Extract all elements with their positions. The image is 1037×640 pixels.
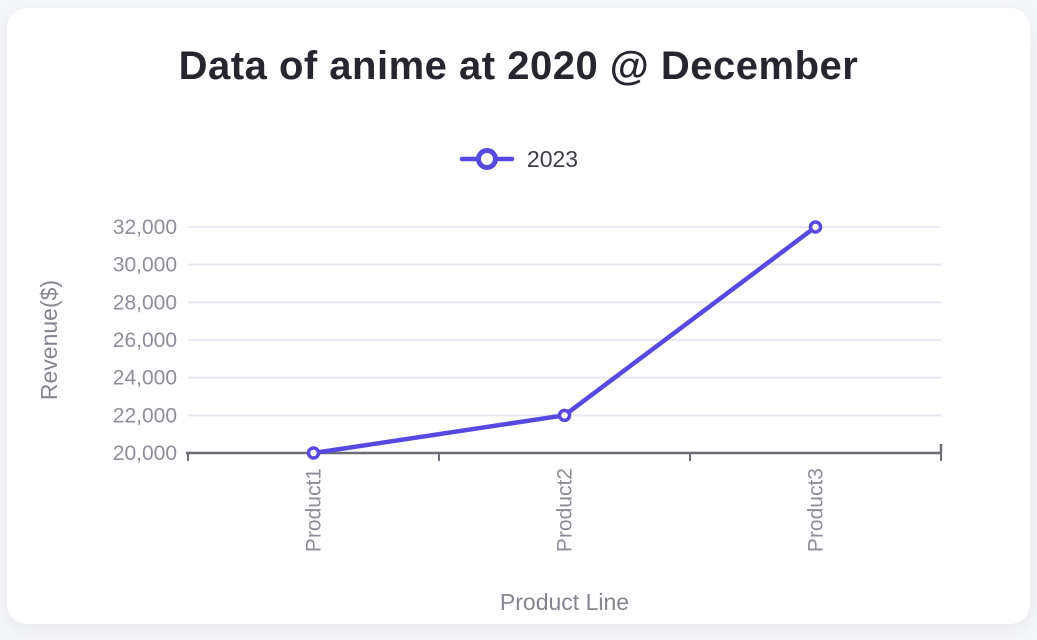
- data-point-Product2: [557, 408, 572, 423]
- chart-card: Data of anime at 2020 @ December 2023: [7, 8, 1030, 624]
- y-axis-tick-label: 20,000: [113, 442, 177, 465]
- y-axis-tick-label: 30,000: [113, 254, 177, 277]
- chart-title: Data of anime at 2020 @ December: [178, 44, 859, 88]
- y-axis-title: Revenue($): [36, 280, 62, 400]
- data-point-Product1: [306, 446, 321, 460]
- x-axis-tick-label: Product2: [554, 468, 577, 552]
- y-axis-tick-label: 22,000: [113, 404, 177, 427]
- legend-label: 2023: [526, 145, 579, 172]
- y-axis-tick-label: 28,000: [113, 291, 177, 314]
- y-axis-tick-label: 26,000: [113, 329, 177, 352]
- legend-item-2023[interactable]: 2023: [7, 145, 1030, 173]
- x-axis-title: Product Line: [500, 589, 629, 615]
- legend-line-marker-icon: [459, 148, 515, 170]
- x-axis-tick-label: Product3: [805, 468, 828, 552]
- y-axis-tick-label: 32,000: [113, 216, 177, 239]
- y-axis-tick-label: 24,000: [113, 367, 177, 390]
- x-axis-tick-label: Product1: [303, 468, 326, 552]
- data-point-Product3: [808, 220, 823, 234]
